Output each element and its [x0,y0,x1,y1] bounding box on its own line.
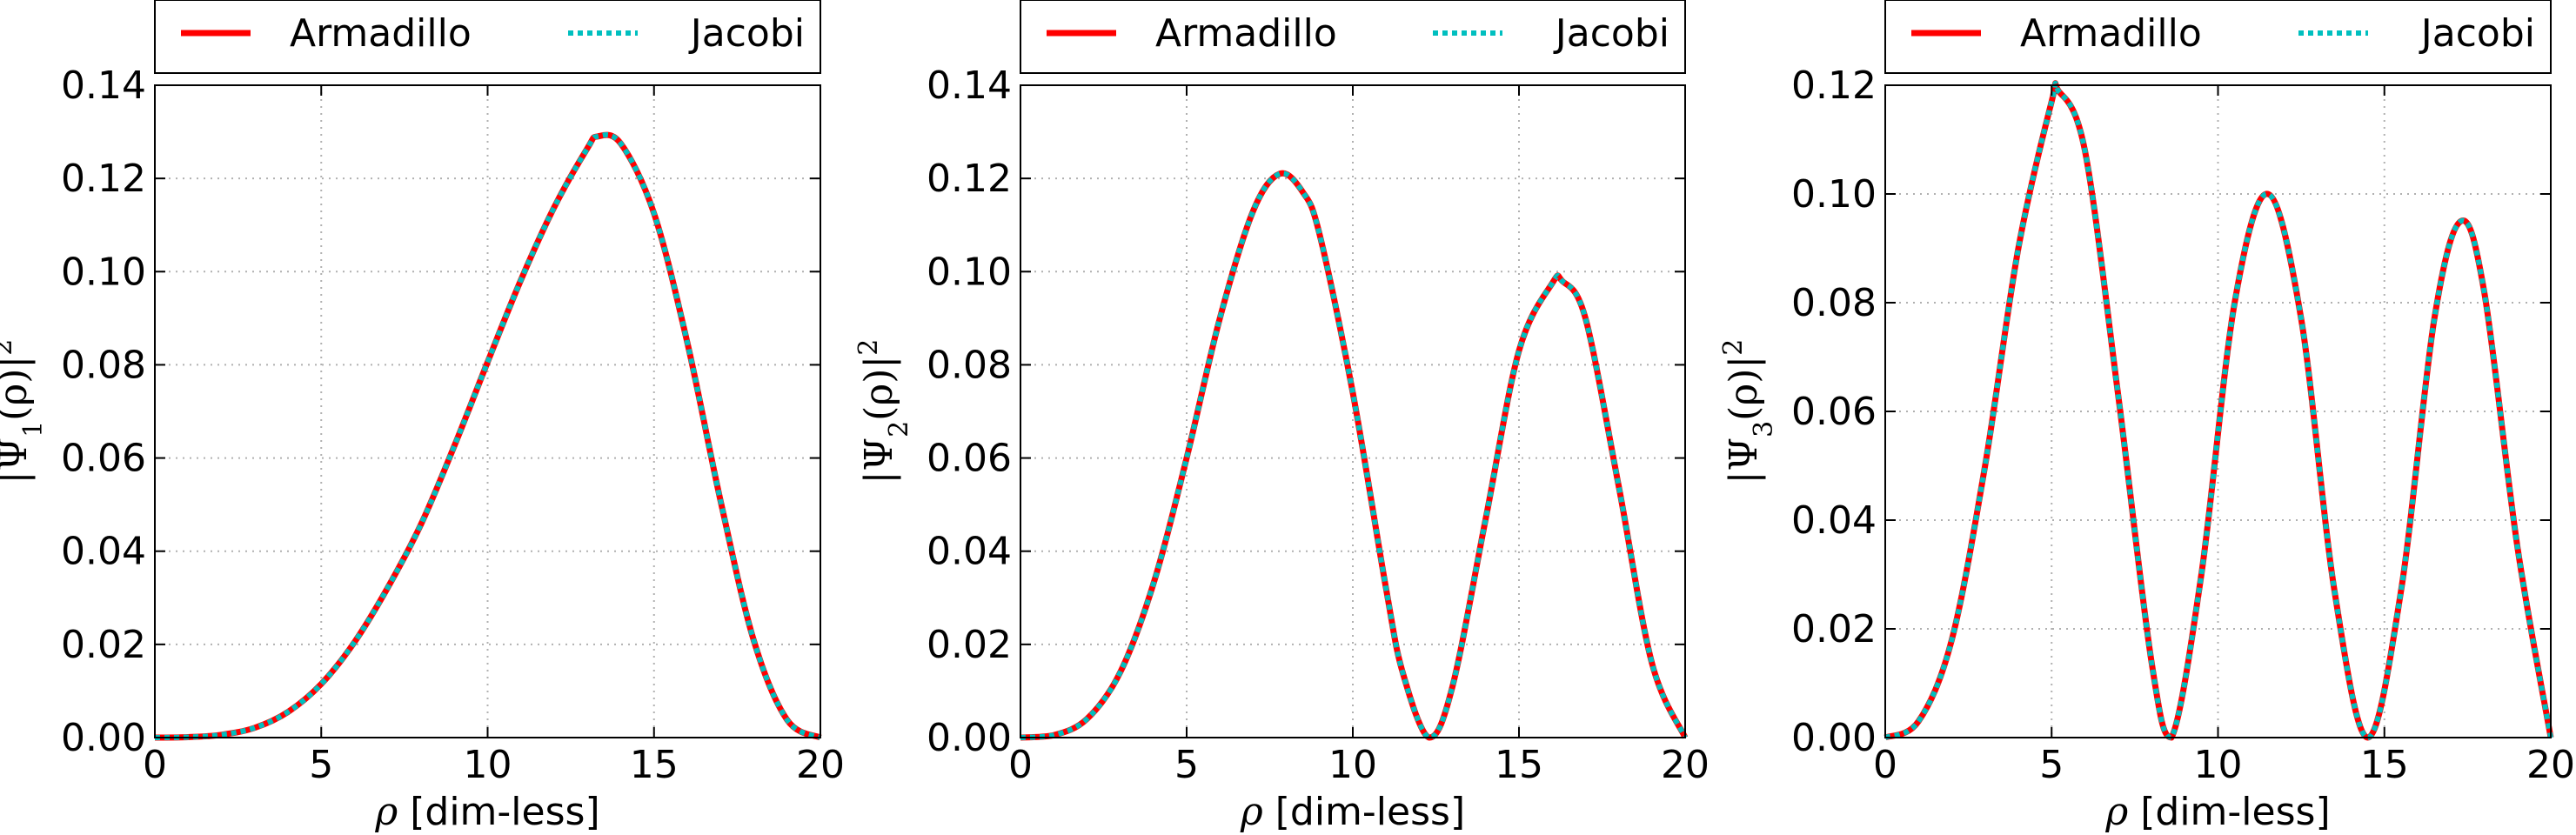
panel-2-xtick-label-0: 0 [1008,743,1033,787]
panel-2: 0 5 10 15 20 0.00 0.02 0.04 0.06 0.08 0.10 0.12 0.14… [853,0,1710,834]
panel-2-xtick-label-3: 15 [1495,743,1543,787]
panel-1-xlabel: ρ [dim-less] [374,790,599,834]
panel-2-ytick-label-6: 0.12 [927,157,1012,201]
panel-1-ytick-label-1: 0.02 [61,623,146,667]
panel-3-ytick-label-5: 0.10 [1791,172,1877,217]
panel-2-legend-jacobi-label: Jacobi [1553,11,1669,56]
panel-3-xlabel-text: [dim-less] [2128,790,2330,834]
panel-3-ytick-label-3: 0.06 [1791,390,1877,434]
panel-2-ytick-label-2: 0.04 [927,530,1012,574]
panel-2-ylabel-part-0: |Ψ [857,438,901,484]
panel-3-ylabel-part-0: |Ψ [1722,438,1766,484]
panel-3-ylabel: |Ψ3(ρ)|2 [1718,339,1779,484]
panel-1-ytick-label-7: 0.14 [61,63,146,108]
panel-2-series-jacobi-line [1020,170,1688,740]
panel-2-ytick-label-4: 0.08 [927,343,1012,387]
panel-3-series-armadillo-line [1883,80,2554,741]
panel-2-xlabel-symbol: ρ [1240,790,1263,834]
panel-1: 0 5 10 15 20 0.00 0.02 0.04 0.06 0.08 0.10 0.12 0.14… [0,0,845,834]
panel-3-ytick-label-4: 0.08 [1791,281,1877,325]
panel-2-xtick-label-1: 5 [1174,743,1199,787]
panel-1-xtick-label-4: 20 [796,743,845,787]
panel-1-ytick-label-6: 0.12 [61,157,146,201]
panel-1-xtick-label-2: 10 [464,743,512,787]
panel-1-xtick-label-3: 15 [630,743,679,787]
panel-3-ytick-label-0: 0.00 [1791,716,1877,760]
panel-2-ytick-label-1: 0.02 [927,623,1012,667]
panel-3-legend-armadillo-label: Armadillo [2020,11,2202,56]
panel-2-ytick-label-0: 0.00 [927,716,1012,760]
panel-1-xlabel-text: [dim-less] [398,790,599,834]
panel-2-ytick-label-3: 0.06 [927,437,1012,481]
panel-1-legend-jacobi-label: Jacobi [688,11,805,56]
panel-2-ylabel: |Ψ2(ρ)|2 [853,339,914,484]
panel-2-xtick-label-4: 20 [1661,743,1710,787]
panel-3-ytick-label-1: 0.02 [1791,607,1877,651]
panel-3-ytick-label-6: 0.12 [1791,63,1877,108]
panel-1-ytick-label-2: 0.04 [61,530,146,574]
panel-1-ylabel-part-1: 1 [18,421,49,438]
panel-1-ylabel-part-2: (ρ)| [0,356,36,421]
panel-1-legend: Armadillo Jacobi [154,0,821,74]
panel-3-xlabel: ρ [dim-less] [2104,790,2330,834]
panel-3-legend-box [1884,0,2552,74]
panel-1-xlabel-symbol: ρ [374,790,398,834]
panel-2-legend: Armadillo Jacobi [1020,0,1686,74]
panel-3-ylabel-part-2: (ρ)| [1722,356,1766,421]
panel-2-legend-armadillo-label: Armadillo [1155,11,1337,56]
panel-1-xtick-label-1: 5 [309,743,333,787]
panel-2-legend-box [1020,0,1686,74]
panel-1-ytick-label-5: 0.10 [61,250,146,294]
panel-1-ytick-label-3: 0.06 [61,437,146,481]
panel-1-ylabel-part-3: 2 [0,339,18,356]
panel-1-xtick-label-0: 0 [143,743,167,787]
panel-2-xlabel-text: [dim-less] [1263,790,1465,834]
panel-2-ylabel-part-3: 2 [853,339,884,356]
panel-1-ytick-label-4: 0.08 [61,343,146,387]
panel-2-ylabel-part-2: (ρ)| [857,356,901,421]
panel-3-xlabel-symbol: ρ [2104,790,2128,834]
panel-3-xtick-label-2: 10 [2194,743,2243,787]
panel-3-xtick-label-4: 20 [2526,743,2575,787]
panel-2-xlabel: ρ [dim-less] [1240,790,1465,834]
panel-3-legend: Armadillo Jacobi [1884,0,2552,74]
panel-1-legend-box [154,0,821,74]
panel-3: 0 5 10 15 20 0.00 0.02 0.04 0.06 0.08 0.10 0.12 ρ [d… [1718,0,2575,834]
panel-2-ytick-label-5: 0.10 [927,250,1012,294]
panel-1-ylabel-part-0: |Ψ [0,438,36,484]
panel-1-ytick-label-0: 0.00 [61,716,146,760]
panel-3-ytick-label-2: 0.04 [1791,498,1877,543]
panel-3-xtick-label-0: 0 [1873,743,1897,787]
panel-3-xtick-label-3: 15 [2360,743,2409,787]
panel-2-xtick-label-2: 10 [1328,743,1377,787]
panel-3-xtick-label-1: 5 [2039,743,2064,787]
panel-1-ylabel: |Ψ1(ρ)|2 [0,339,49,484]
panel-2-ytick-label-7: 0.14 [927,63,1012,108]
panel-2-ylabel-part-1: 2 [884,421,914,438]
panel-1-legend-armadillo-label: Armadillo [290,11,472,56]
panel-1-series-jacobi-line [154,132,822,740]
panel-3-ylabel-part-3: 2 [1718,339,1749,356]
panel-3-legend-jacobi-label: Jacobi [2419,11,2535,56]
panel-3-ylabel-part-1: 3 [1749,421,1779,438]
